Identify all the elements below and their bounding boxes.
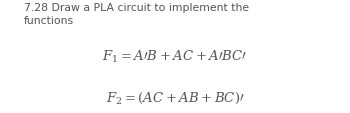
Text: 7.28 Draw a PLA circuit to implement the
functions: 7.28 Draw a PLA circuit to implement the… (24, 3, 249, 26)
Text: $F_1 = A\prime B + AC + A\prime BC\prime$: $F_1 = A\prime B + AC + A\prime BC\prime… (103, 48, 247, 65)
Text: $F_2 = (AC + AB + BC)\prime$: $F_2 = (AC + AB + BC)\prime$ (106, 90, 244, 105)
